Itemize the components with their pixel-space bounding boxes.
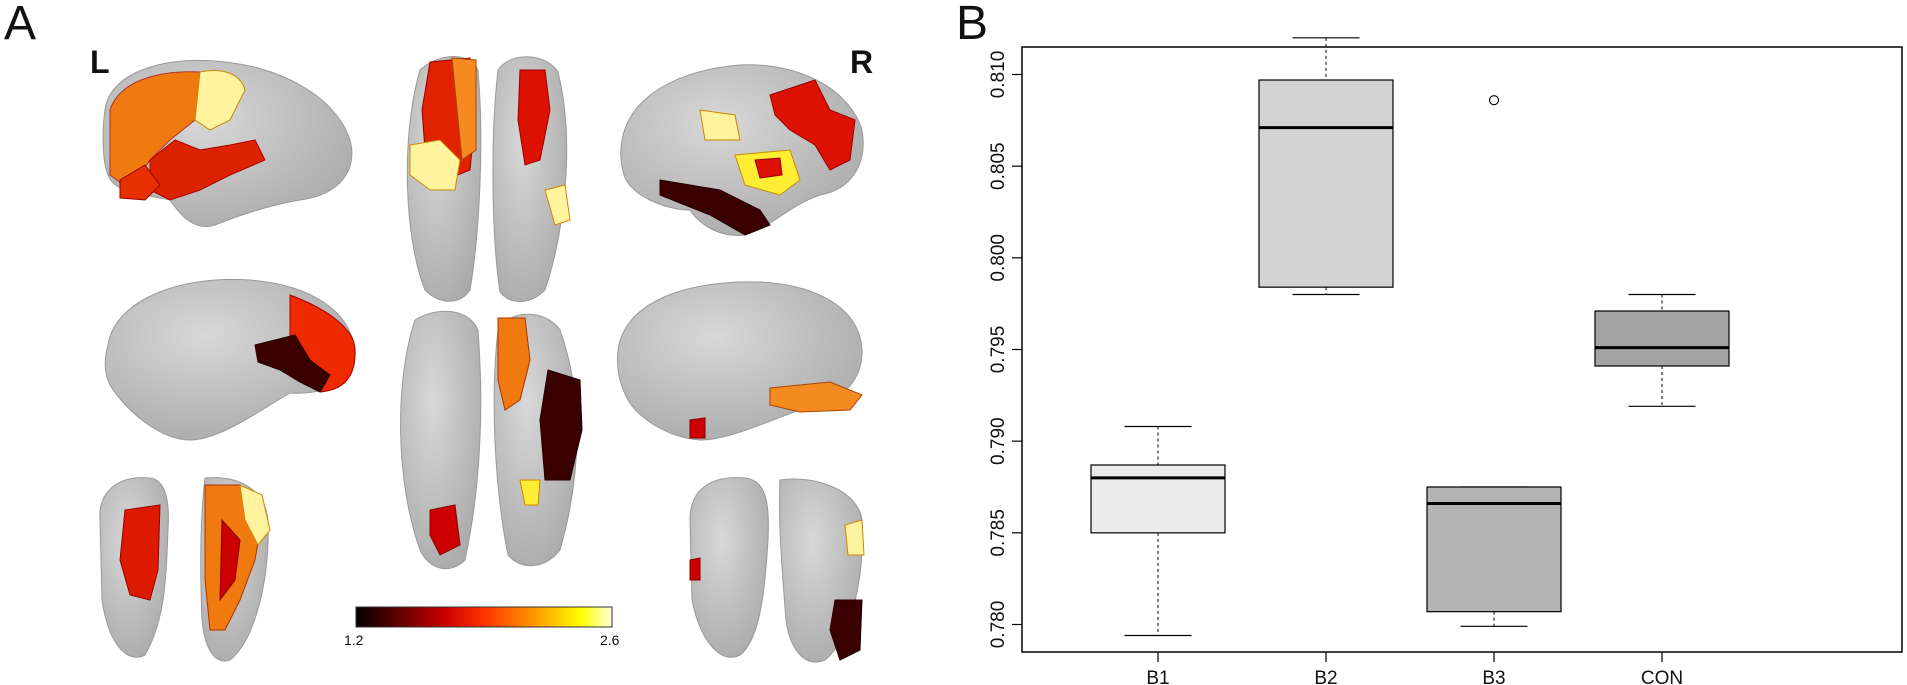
- y-tick-label: 0.780: [988, 601, 1009, 649]
- x-tick-label: B3: [1482, 668, 1505, 685]
- colorbar-min-label: 1.2: [344, 632, 364, 648]
- y-tick-label: 0.785: [988, 509, 1009, 557]
- brain-right-medial: [617, 281, 863, 441]
- box-rect: [1258, 79, 1394, 288]
- x-tick-label: B2: [1314, 668, 1337, 685]
- box-b3: [1426, 95, 1562, 627]
- left-hemisphere-label: L: [90, 44, 110, 80]
- colorbar-bar: [355, 606, 613, 628]
- brain-surface-figure: [99, 56, 865, 663]
- colorbar: [355, 606, 613, 628]
- colorbar-max-label: 2.6: [600, 632, 620, 648]
- box-con: [1594, 293, 1730, 407]
- y-axis: 0.780 0.785 0.790 0.795 0.800 0.805 0.810: [988, 51, 1022, 649]
- x-axis: B1 B2 B3 CON: [1146, 652, 1683, 685]
- y-tick-label: 0.795: [988, 326, 1009, 374]
- y-tick-label: 0.790: [988, 417, 1009, 465]
- x-tick-label: B1: [1146, 668, 1169, 685]
- brain-anterior: [99, 477, 271, 662]
- brain-right-lateral: [620, 64, 864, 236]
- brain-left-medial: [104, 278, 356, 441]
- box-b2: [1258, 37, 1394, 296]
- boxes: [1090, 37, 1730, 637]
- panel-a-label: A: [4, 0, 37, 50]
- box-rect: [1594, 310, 1730, 367]
- x-tick-label: CON: [1641, 668, 1683, 685]
- box-rect: [1090, 464, 1226, 534]
- brain-left-lateral: [102, 59, 353, 228]
- y-tick-label: 0.805: [988, 142, 1009, 190]
- y-tick-label: 0.800: [988, 234, 1009, 282]
- box-b1: [1090, 425, 1226, 637]
- brain-ventral: [400, 310, 583, 570]
- y-tick-label: 0.810: [988, 51, 1009, 99]
- right-hemisphere-label: R: [850, 44, 874, 80]
- outlier-point: [1488, 95, 1500, 106]
- box-rect: [1426, 486, 1562, 613]
- brain-dorsal: [406, 56, 571, 302]
- brain-posterior: [689, 477, 865, 663]
- panel-b-label: B: [956, 0, 989, 50]
